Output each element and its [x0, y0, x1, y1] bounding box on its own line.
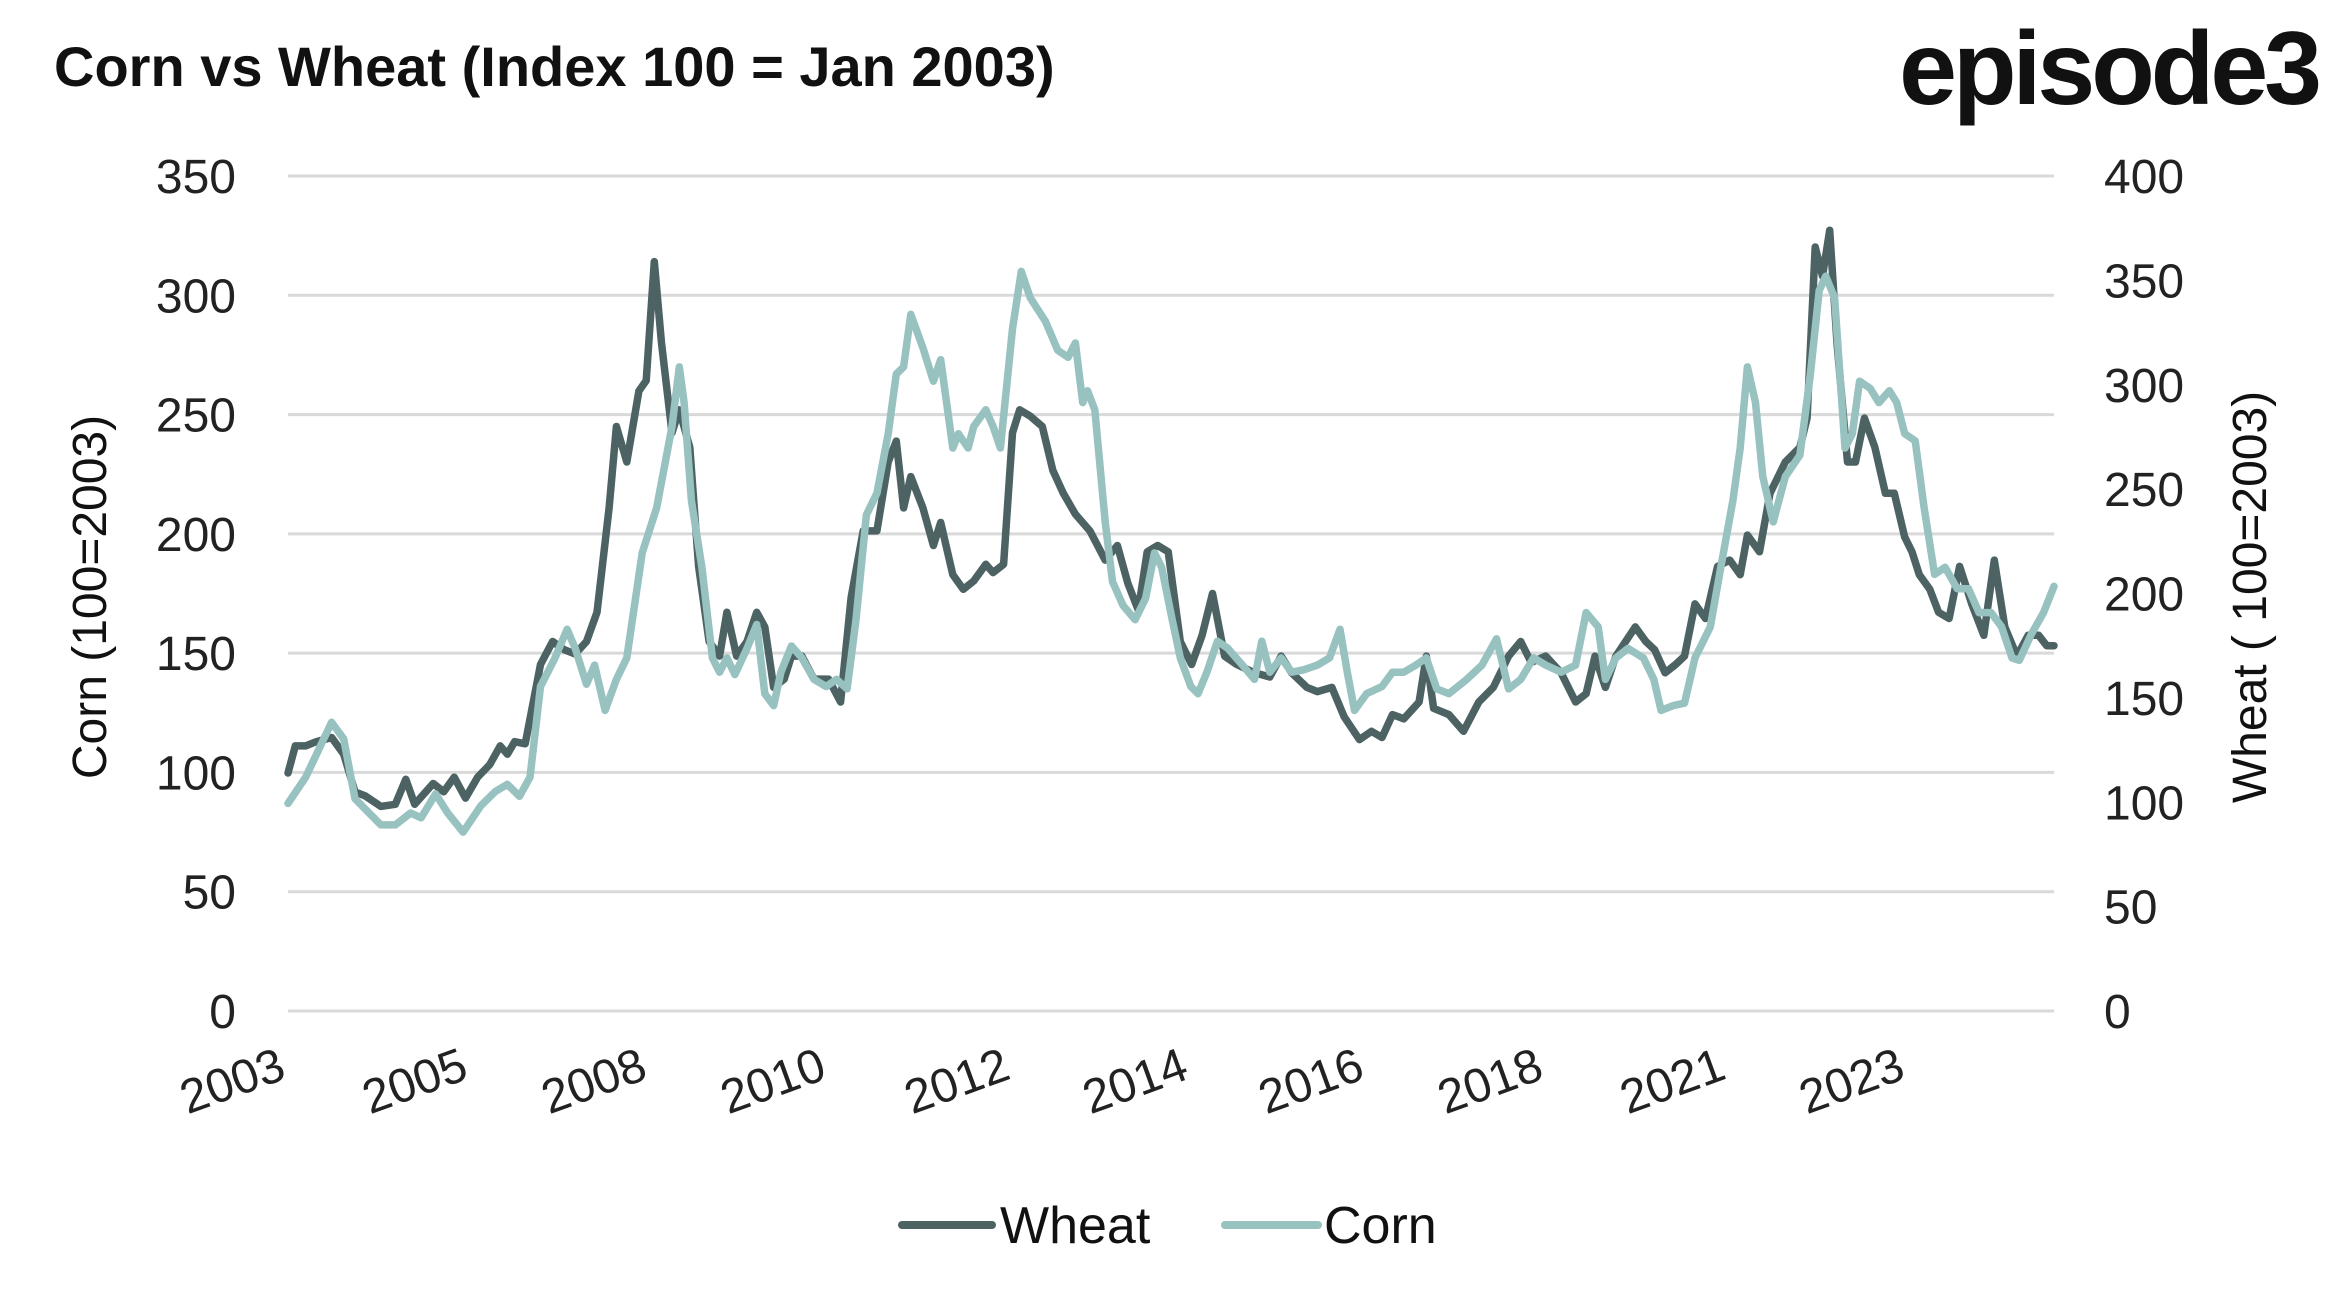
- legend-label-corn: Corn: [1324, 1197, 1437, 1255]
- left-tick-label: 150: [156, 628, 236, 681]
- x-tick-label: 2018: [1431, 1039, 1549, 1125]
- left-axis-title: Corn (100=2003): [64, 415, 117, 779]
- gridlines: [288, 174, 2054, 1013]
- left-tick-label: 100: [156, 747, 236, 800]
- right-tick-label: 400: [2104, 151, 2184, 204]
- left-tick-label: 200: [156, 509, 236, 562]
- left-tick-label: 50: [183, 867, 236, 920]
- right-tick-label: 300: [2104, 360, 2184, 413]
- right-tick-label: 50: [2104, 882, 2157, 935]
- right-tick-label: 0: [2104, 986, 2131, 1039]
- right-tick-label: 350: [2104, 255, 2184, 308]
- x-tick-label: 2012: [898, 1039, 1016, 1125]
- right-axis-title: Wheat ( 100=2003): [2224, 391, 2277, 803]
- right-tick-label: 200: [2104, 569, 2184, 622]
- x-tick-label: 2005: [356, 1039, 474, 1125]
- left-tick-label: 300: [156, 270, 236, 323]
- left-tick-label: 250: [156, 390, 236, 443]
- chart-title: Corn vs Wheat (Index 100 = Jan 2003): [54, 35, 1055, 98]
- right-tick-label: 250: [2104, 464, 2184, 517]
- x-tick-label: 2010: [714, 1039, 832, 1125]
- x-tick-label: 2016: [1252, 1039, 1370, 1125]
- series-lines: [284, 226, 2058, 836]
- left-axis-ticks: 0 50 100 150 200 250 300 350: [156, 151, 236, 1039]
- x-tick-label: 2008: [535, 1039, 653, 1125]
- right-tick-label: 100: [2104, 777, 2184, 830]
- legend-label-wheat: Wheat: [1000, 1197, 1151, 1255]
- legend: Wheat Corn: [898, 1197, 1437, 1255]
- x-axis-ticks: 2003 2005 2008 2010 2012 2014 2016 2018 2021 2023: [173, 1039, 1911, 1125]
- wheat-line: [284, 226, 2058, 811]
- right-tick-label: 150: [2104, 673, 2184, 726]
- x-tick-label: 2014: [1076, 1039, 1194, 1125]
- x-tick-label: 2023: [1792, 1039, 1910, 1125]
- x-tick-label: 2003: [173, 1039, 291, 1125]
- x-tick-label: 2021: [1613, 1039, 1731, 1125]
- left-tick-label: 350: [156, 151, 236, 204]
- left-tick-label: 0: [209, 986, 236, 1039]
- corn-line: [284, 267, 2058, 836]
- episode3-logo: episode3: [1899, 11, 2322, 127]
- right-axis-ticks: 0 50 100 150 200 250 300 350 400: [2104, 151, 2184, 1039]
